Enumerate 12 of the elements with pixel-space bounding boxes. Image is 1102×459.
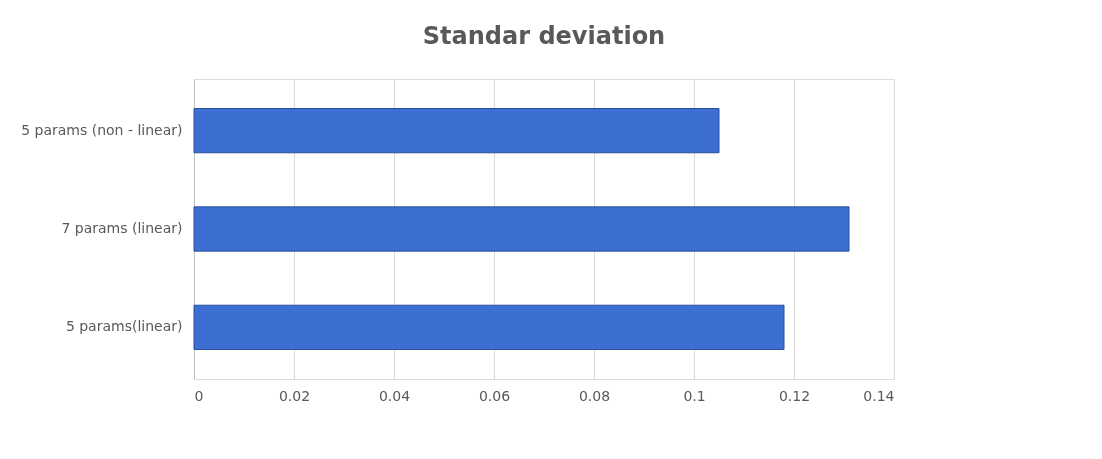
x-tick-label: 0.1 [683,387,706,404]
x-tick-label: 0.06 [478,387,511,404]
x-tick-label: 0.04 [378,387,411,404]
x-tick-label: 0.02 [278,387,311,404]
chart-title: Standar deviation [422,22,666,50]
x-tick-label: 0.12 [778,387,811,404]
x-tick-label: 0.14 [863,387,895,404]
y-tick-label: 5 params(linear) [65,318,183,335]
x-tick-label: 0 [194,387,204,404]
x-tick-label: 0.08 [578,387,611,404]
y-tick-label: 7 params (linear) [61,220,183,236]
y-tick-label: 5 params (non - linear) [21,121,183,138]
